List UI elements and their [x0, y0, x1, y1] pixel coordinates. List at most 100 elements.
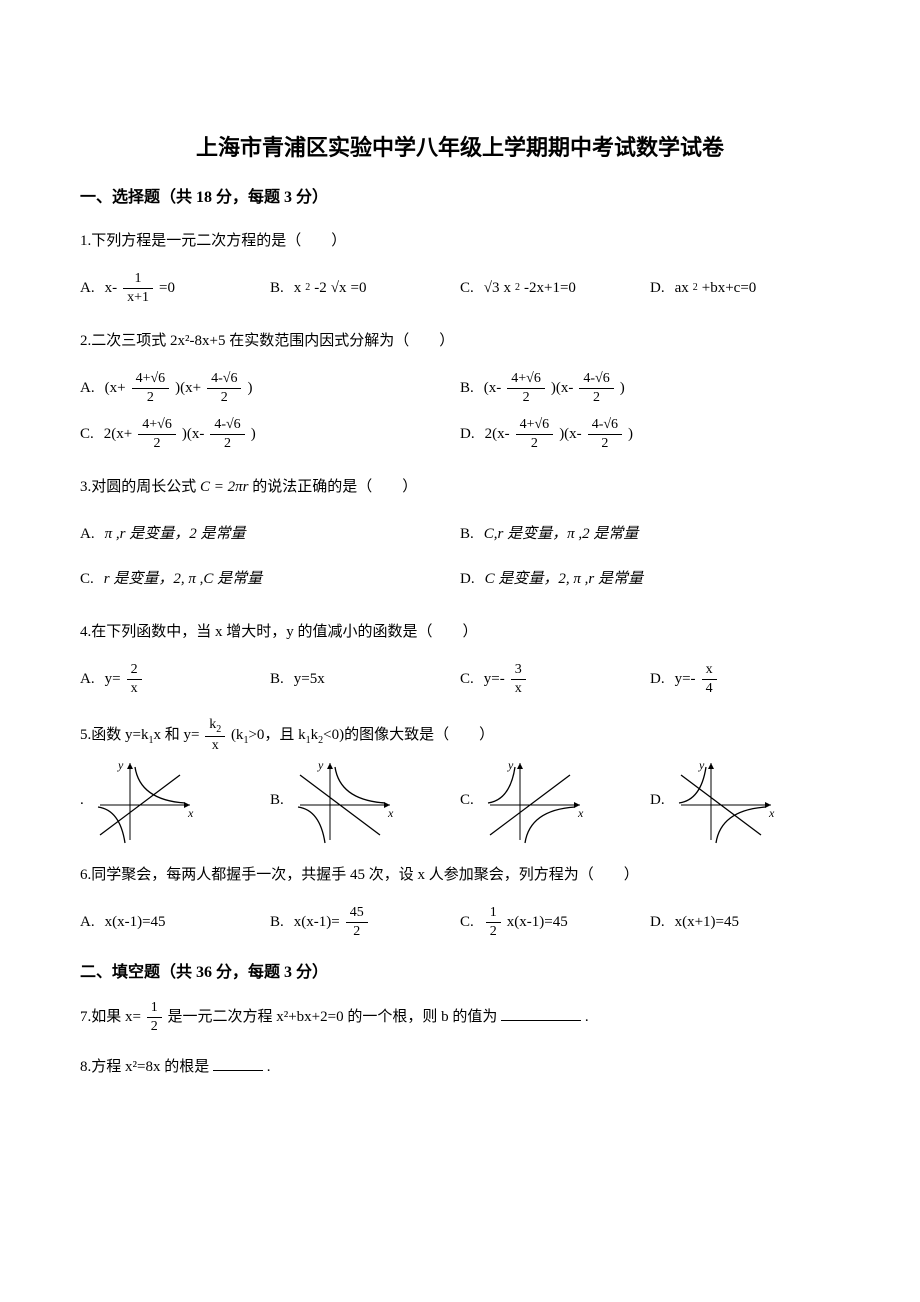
svg-text:x: x	[768, 806, 775, 820]
opt-label: A.	[80, 663, 95, 696]
q2-opt-a: A. (x+ 4+√62 )(x+ 4-√62 )	[80, 366, 460, 411]
denominator: x	[127, 680, 142, 698]
stem-text: .	[585, 1009, 589, 1025]
numerator: 1	[486, 904, 501, 923]
q3-options: A.π ,r 是变量，2 是常量 B.C,r 是变量，π ,2 是常量 C.r …	[80, 512, 840, 602]
opt-label: D.	[650, 906, 665, 939]
denominator: 4	[702, 680, 717, 698]
fraction: 4-√62	[210, 416, 244, 453]
question-3: 3.对圆的周长公式 C = 2πr 的说法正确的是（ ） A.π ,r 是变量，…	[80, 471, 840, 602]
denominator: 2	[507, 389, 545, 407]
stem-text: 是一元二次方程 x²+bx+2=0 的一个根，则 b 的值为	[167, 1009, 497, 1025]
opt-label: B.	[270, 906, 284, 939]
denominator: x	[511, 680, 526, 698]
q5-opt-d: D. x y	[650, 755, 840, 845]
opt-label: D.	[650, 784, 665, 817]
opt-label: .	[80, 784, 84, 817]
fraction: 4+√62	[138, 416, 176, 453]
numerator: 4+√6	[516, 416, 554, 435]
opt-label: C.	[80, 418, 94, 451]
q1-options: A. x- 1 x+1 =0 B. x2-2√x=0 C. √3x2-2x+1=…	[80, 266, 840, 311]
q3-opt-a: A.π ,r 是变量，2 是常量	[80, 512, 460, 557]
question-1: 1.下列方程是一元二次方程的是（ ） A. x- 1 x+1 =0 B. x2-…	[80, 225, 840, 311]
question-8: 8.方程 x²=8x 的根是 .	[80, 1051, 840, 1084]
q1-opt-c: C. √3x2-2x+1=0	[460, 268, 650, 309]
q4-opt-d: D. y=- x4	[650, 657, 840, 702]
q6-options: A. x(x-1)=45 B. x(x-1)= 452 C. 12 x(x-1)…	[80, 900, 840, 945]
graph-d-icon: x y	[671, 755, 781, 845]
stem-text: .	[267, 1059, 271, 1075]
graph-a-icon: x y	[90, 755, 200, 845]
svg-text:y: y	[698, 758, 705, 772]
sup: 2	[305, 277, 310, 299]
expr: x(x-1)=45	[507, 906, 568, 939]
sub: 2	[216, 724, 221, 735]
numerator: x	[702, 661, 717, 680]
svg-text:x: x	[187, 806, 194, 820]
opt-label: B.	[270, 784, 284, 817]
expr: )	[620, 372, 625, 405]
denominator: 2	[210, 435, 244, 453]
svg-text:y: y	[507, 758, 514, 772]
numerator: 2	[127, 661, 142, 680]
opt-label: C.	[80, 563, 94, 596]
opt-label: D.	[460, 563, 475, 596]
fill-blank	[213, 1056, 263, 1071]
q4-options: A. y= 2x B. y=5x C. y=- 3x D. y=- x4	[80, 657, 840, 702]
expr: y=5x	[294, 663, 325, 696]
fraction: 4+√62	[507, 370, 545, 407]
sup: 2	[693, 277, 698, 299]
q2-opt-d: D. 2(x- 4+√62 )(x- 4-√62 )	[460, 412, 840, 457]
opt-label: A.	[80, 906, 95, 939]
stem-text: 7.如果 x=	[80, 1009, 141, 1025]
expr: )	[247, 372, 252, 405]
q1-opt-a: A. x- 1 x+1 =0	[80, 266, 270, 311]
q5-stem: 5.函数 y=k1x 和 y= k2 x (k1>0，且 k1k2<0)的图像大…	[80, 716, 840, 755]
opt-label: D.	[650, 272, 665, 305]
expr: =0	[351, 272, 367, 305]
q4-opt-b: B. y=5x	[270, 659, 460, 700]
q3-stem: 3.对圆的周长公式 C = 2πr 的说法正确的是（ ）	[80, 471, 840, 504]
expr: 2(x+	[104, 418, 132, 451]
opt-label: A.	[80, 372, 95, 405]
denominator: 2	[207, 389, 241, 407]
numerator: k2	[205, 716, 225, 737]
sup: 2	[515, 277, 520, 299]
q2-options: A. (x+ 4+√62 )(x+ 4-√62 ) B. (x- 4+√62 )…	[80, 366, 840, 457]
numerator: 4-√6	[210, 416, 244, 435]
q6-opt-c: C. 12 x(x-1)=45	[460, 900, 650, 945]
opt-label: B.	[270, 663, 284, 696]
expr: )(x+	[175, 372, 201, 405]
stem-text: 5.函数 y=k	[80, 727, 148, 743]
opt-label: B.	[460, 518, 474, 551]
q6-opt-d: D. x(x+1)=45	[650, 902, 840, 943]
numerator: 4+√6	[138, 416, 176, 435]
numerator: 45	[346, 904, 368, 923]
expr: x	[294, 272, 302, 305]
opt-label: A.	[80, 518, 95, 551]
q3-opt-c: C.r 是变量，2, π ,C 是常量	[80, 557, 460, 602]
denominator: 2	[516, 435, 554, 453]
q1-opt-d: D. ax2+bx+c=0	[650, 268, 840, 309]
fraction: 12	[147, 999, 162, 1036]
fraction: k2 x	[205, 716, 225, 755]
q2-opt-c: C. 2(x+ 4+√62 )(x- 4-√62 )	[80, 412, 460, 457]
numerator: 4-√6	[588, 416, 622, 435]
numerator: 1	[147, 999, 162, 1018]
question-4: 4.在下列函数中，当 x 增大时，y 的值减小的函数是（ ） A. y= 2x …	[80, 616, 840, 702]
graph-c-icon: x y	[480, 755, 590, 845]
svg-text:x: x	[577, 806, 584, 820]
q5-opt-a: . x y	[80, 755, 270, 845]
expr: x(x-1)=45	[105, 906, 166, 939]
expr: 2(x-	[485, 418, 510, 451]
section-2-heading: 二、填空题（共 36 分，每题 3 分）	[80, 960, 840, 986]
expr: y=-	[484, 663, 505, 696]
fraction: 452	[346, 904, 368, 941]
denominator: 2	[588, 435, 622, 453]
q4-opt-c: C. y=- 3x	[460, 657, 650, 702]
opt-label: C.	[460, 906, 474, 939]
numerator: 4+√6	[132, 370, 170, 389]
sqrt: √3	[484, 272, 500, 305]
denominator: x	[205, 737, 225, 755]
numerator: 4+√6	[507, 370, 545, 389]
